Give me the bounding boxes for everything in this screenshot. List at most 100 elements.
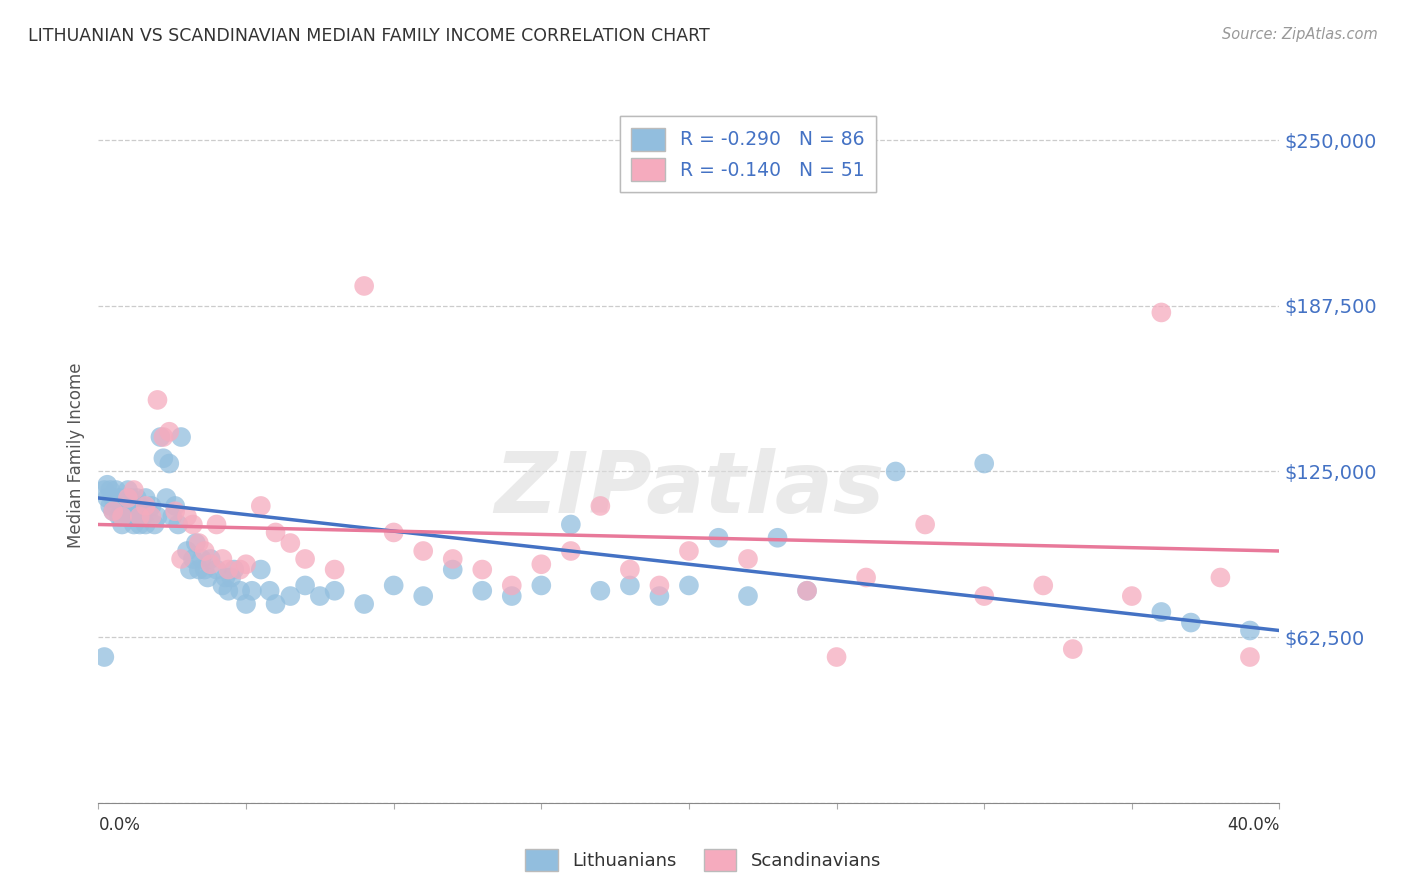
Point	[152, 451, 174, 466]
Point	[796, 583, 818, 598]
Point	[157, 457, 180, 471]
Point	[132, 509, 155, 524]
Point	[125, 509, 148, 524]
Point	[98, 499, 121, 513]
Point	[441, 563, 464, 577]
Point	[530, 558, 553, 572]
Point	[323, 563, 346, 577]
Point	[108, 509, 131, 524]
Point	[143, 517, 166, 532]
Text: 0.0%: 0.0%	[98, 816, 141, 834]
Point	[1150, 305, 1173, 319]
Point	[103, 504, 125, 518]
Point	[125, 491, 148, 505]
Point	[155, 491, 177, 505]
Point	[120, 491, 142, 505]
Point	[648, 578, 671, 592]
Point	[219, 570, 242, 584]
Point	[194, 544, 217, 558]
Point	[441, 552, 464, 566]
Point	[96, 477, 118, 491]
Legend: R = -0.290   N = 86, R = -0.140   N = 51: R = -0.290 N = 86, R = -0.140 N = 51	[620, 117, 876, 192]
Point	[648, 589, 671, 603]
Point	[146, 509, 169, 524]
Point	[678, 544, 700, 558]
Point	[114, 499, 136, 513]
Point	[141, 499, 163, 513]
Text: Source: ZipAtlas.com: Source: ZipAtlas.com	[1222, 27, 1378, 42]
Point	[1062, 642, 1084, 657]
Point	[128, 499, 150, 513]
Point	[214, 570, 236, 584]
Point	[707, 531, 730, 545]
Point	[973, 457, 995, 471]
Point	[259, 583, 281, 598]
Text: LITHUANIAN VS SCANDINAVIAN MEDIAN FAMILY INCOME CORRELATION CHART: LITHUANIAN VS SCANDINAVIAN MEDIAN FAMILY…	[28, 27, 710, 45]
Point	[181, 517, 204, 532]
Point	[382, 578, 405, 592]
Point	[825, 650, 848, 665]
Point	[1239, 650, 1261, 665]
Point	[353, 279, 375, 293]
Point	[973, 589, 995, 603]
Point	[855, 570, 877, 584]
Point	[530, 578, 553, 592]
Point	[128, 509, 150, 524]
Point	[138, 504, 160, 518]
Point	[309, 589, 332, 603]
Point	[619, 578, 641, 592]
Point	[1180, 615, 1202, 630]
Point	[211, 578, 233, 592]
Point	[187, 536, 209, 550]
Point	[412, 589, 434, 603]
Point	[135, 517, 157, 532]
Point	[278, 536, 302, 550]
Point	[1032, 578, 1054, 592]
Point	[187, 563, 209, 577]
Point	[471, 563, 494, 577]
Point	[108, 491, 131, 505]
Point	[162, 509, 183, 524]
Point	[93, 650, 115, 665]
Text: ZIPatlas: ZIPatlas	[494, 448, 884, 532]
Point	[914, 517, 936, 532]
Point	[678, 578, 700, 592]
Point	[157, 425, 180, 439]
Point	[250, 499, 273, 513]
Point	[211, 552, 233, 566]
Point	[200, 552, 222, 566]
Point	[105, 499, 128, 513]
Point	[191, 552, 214, 566]
Point	[323, 583, 346, 598]
Point	[149, 430, 172, 444]
Point	[105, 483, 128, 497]
Point	[278, 589, 302, 603]
Text: 40.0%: 40.0%	[1227, 816, 1279, 834]
Point	[264, 525, 287, 540]
Point	[184, 536, 207, 550]
Legend: Lithuanians, Scandinavians: Lithuanians, Scandinavians	[517, 842, 889, 879]
Point	[294, 578, 316, 592]
Point	[103, 504, 125, 518]
Point	[197, 570, 219, 584]
Point	[135, 491, 157, 505]
Point	[412, 544, 434, 558]
Point	[501, 578, 523, 592]
Point	[167, 517, 190, 532]
Point	[122, 483, 145, 497]
Point	[165, 504, 187, 518]
Point	[217, 563, 239, 577]
Point	[382, 525, 405, 540]
Point	[766, 531, 789, 545]
Point	[229, 583, 252, 598]
Point	[111, 504, 134, 518]
Point	[181, 552, 204, 566]
Point	[122, 504, 145, 518]
Point	[120, 509, 142, 524]
Point	[737, 589, 759, 603]
Point	[111, 517, 134, 532]
Point	[141, 509, 163, 524]
Point	[560, 517, 582, 532]
Point	[501, 589, 523, 603]
Point	[135, 499, 157, 513]
